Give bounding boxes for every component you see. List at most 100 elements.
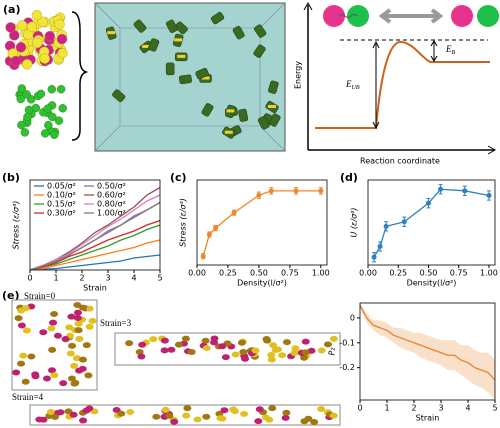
x-tick-label: 3 [105, 274, 110, 283]
particle [165, 62, 175, 76]
particle [67, 375, 76, 382]
legend-label: 1.00/σ² [97, 209, 126, 218]
bead [48, 112, 57, 122]
marker [206, 231, 212, 237]
particle [290, 350, 299, 357]
particle [117, 410, 126, 417]
e-b-label: EB [445, 44, 456, 56]
particle [291, 345, 300, 352]
particle [301, 338, 310, 345]
snapshot-box [114, 332, 341, 366]
snapshot-label: Strain=3 [100, 318, 132, 328]
particle [61, 336, 70, 343]
x-tick-label: 1 [53, 274, 58, 283]
particle [201, 103, 214, 117]
energy-diagram: EUB EB Energy Reaction coordinate [294, 1, 499, 166]
particle [135, 348, 144, 355]
bead [36, 89, 46, 99]
particle [251, 347, 260, 354]
particle [229, 406, 238, 413]
particle [149, 336, 158, 343]
particle [167, 346, 176, 353]
legend-label: 0.30/σ² [47, 209, 76, 218]
bead [23, 112, 32, 122]
bead [24, 105, 34, 115]
x-axis-label: Strain [416, 414, 440, 423]
bead [32, 37, 43, 49]
y-axis-label: U (ε/σ³) [350, 208, 359, 238]
particle [148, 38, 160, 52]
particle [50, 372, 59, 379]
series-line [360, 305, 495, 381]
particle [48, 367, 57, 374]
x-tick-label: 1 [384, 404, 389, 413]
energy-curve [315, 40, 490, 129]
particle [216, 415, 225, 422]
particle [307, 347, 316, 354]
panel-label: (c) [170, 171, 187, 184]
x-tick-label: 0 [27, 274, 32, 283]
particle [75, 367, 84, 374]
series-line [30, 194, 160, 270]
bead [44, 120, 53, 130]
marker [318, 188, 324, 194]
particle [183, 405, 192, 412]
particle [451, 5, 473, 27]
marker [371, 254, 377, 260]
particle [317, 347, 326, 354]
particle [267, 351, 276, 358]
particle [78, 356, 87, 363]
particle [238, 108, 249, 122]
bead [21, 59, 33, 70]
marker [200, 253, 206, 259]
particle [107, 31, 116, 35]
marker [383, 223, 389, 229]
y-tick-label: 0 [350, 313, 355, 322]
particle [254, 418, 263, 425]
e-ub-arrow [372, 40, 380, 130]
particle [195, 67, 209, 80]
panel-label: (d) [340, 171, 358, 184]
x-tick-label: 0.00 [188, 269, 206, 278]
particle [304, 415, 313, 422]
x-axis-label: Density(l/σ²) [407, 279, 457, 288]
y-axis-label: Stress (ε/σ³) [179, 198, 188, 247]
bead [10, 55, 22, 67]
particle [65, 324, 74, 331]
series-line [202, 190, 321, 257]
x-tick-label: 0.75 [281, 269, 299, 278]
particle [53, 332, 62, 339]
particle [253, 44, 266, 58]
bead [31, 9, 43, 21]
particle [170, 418, 179, 425]
particle [161, 406, 170, 413]
y-axis-label: Stress (ε/σ³) [12, 201, 21, 250]
particle [17, 360, 26, 367]
particle [165, 19, 178, 34]
x-tick-label: 1.00 [312, 269, 330, 278]
particle [231, 351, 240, 358]
legend-label: 0.50/σ² [97, 182, 126, 191]
particle [67, 313, 76, 320]
x-tick-label: 0.25 [389, 269, 407, 278]
bead [31, 103, 41, 113]
particle [221, 354, 230, 361]
particle [282, 409, 291, 416]
particle [282, 339, 291, 346]
particle [257, 116, 270, 130]
particle [300, 354, 309, 361]
x-tick-label: 1.00 [480, 269, 498, 278]
particle [253, 24, 267, 38]
bead [5, 22, 16, 33]
x-tick-label: 5 [492, 404, 497, 413]
particle [268, 104, 277, 108]
particle [323, 5, 345, 27]
marker [425, 200, 431, 206]
particle [12, 369, 21, 376]
y-tick-label: -0.2 [339, 363, 355, 372]
series-line [30, 254, 160, 270]
particle [22, 327, 31, 334]
particle [268, 80, 279, 94]
particle [160, 347, 169, 354]
